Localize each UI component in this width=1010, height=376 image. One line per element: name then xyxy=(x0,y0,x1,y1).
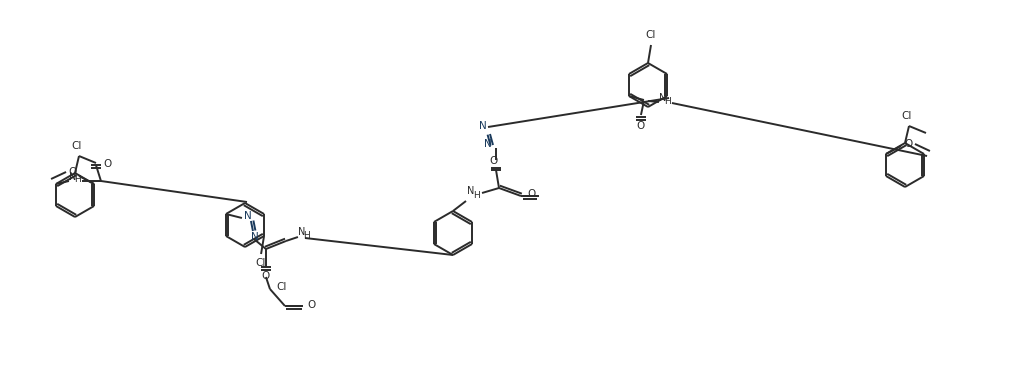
Text: N: N xyxy=(298,227,306,237)
Text: O: O xyxy=(104,159,112,169)
Text: N: N xyxy=(479,121,487,131)
Text: H: H xyxy=(473,191,480,200)
Text: O: O xyxy=(490,156,498,166)
Text: O: O xyxy=(527,189,535,199)
Text: H: H xyxy=(304,230,310,240)
Text: Cl: Cl xyxy=(902,111,912,121)
Text: N: N xyxy=(244,211,251,221)
Text: O: O xyxy=(905,139,913,149)
Text: N: N xyxy=(484,139,492,149)
Text: O: O xyxy=(308,300,316,310)
Text: Cl: Cl xyxy=(256,258,267,268)
Text: Cl: Cl xyxy=(277,282,287,292)
Text: Cl: Cl xyxy=(72,141,82,151)
Text: H: H xyxy=(665,97,672,106)
Text: O: O xyxy=(637,121,645,131)
Text: H: H xyxy=(75,176,82,185)
Text: O: O xyxy=(262,271,270,281)
Text: O: O xyxy=(68,167,76,177)
Text: Cl: Cl xyxy=(645,30,656,40)
Text: N: N xyxy=(70,172,77,182)
Text: N: N xyxy=(660,93,667,103)
Text: N: N xyxy=(251,232,259,242)
Text: N: N xyxy=(468,186,475,196)
